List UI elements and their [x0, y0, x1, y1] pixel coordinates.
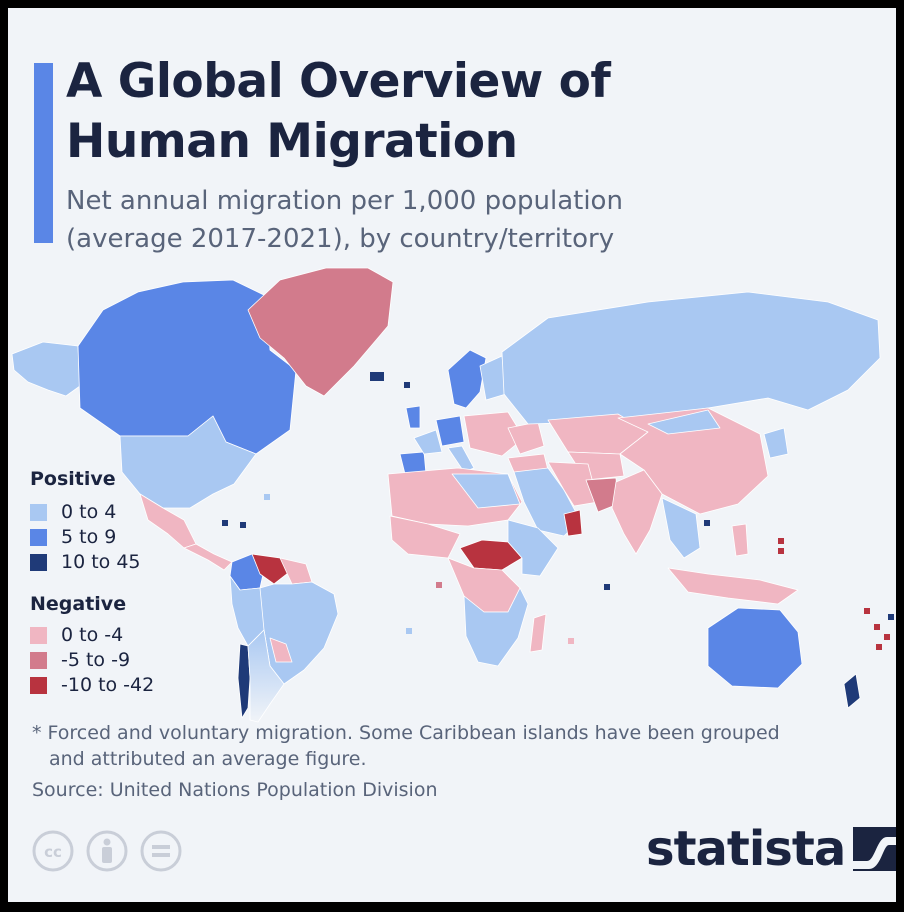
svg-text:cc: cc	[44, 843, 62, 861]
subtitle-line-2: (average 2017-2021), by country/territor…	[66, 224, 615, 254]
legend-swatch	[30, 503, 47, 521]
attribution-icon[interactable]	[86, 830, 128, 872]
region-iran	[547, 461, 599, 507]
island-markers	[222, 372, 894, 650]
region-mongolia	[647, 409, 721, 435]
chart-subtitle: Net annual migration per 1,000 populatio…	[66, 182, 623, 258]
subtitle-line-1: Net annual migration per 1,000 populatio…	[66, 186, 623, 216]
chart-title: A Global Overview of Human Migration	[66, 52, 611, 172]
region-eastern-europe	[463, 411, 525, 457]
region-alaska	[11, 341, 81, 397]
footnote-line-1: * Forced and voluntary migration. Some C…	[32, 722, 780, 744]
region-indonesia	[667, 567, 799, 605]
region-france	[413, 429, 443, 455]
legend-heading-positive: Positive	[30, 468, 116, 490]
region-korea-japan	[763, 427, 789, 459]
no-derivatives-icon[interactable]	[140, 830, 182, 872]
region-india	[611, 469, 663, 555]
region-greenland	[247, 267, 394, 397]
title-line-1: A Global Overview of	[66, 54, 611, 109]
legend-label: 0 to -4	[61, 624, 124, 646]
legend-heading-negative: Negative	[30, 593, 127, 615]
legend-item-negative-high: -10 to -42	[30, 674, 155, 696]
island-marker	[406, 628, 412, 634]
region-scandinavia	[447, 349, 487, 409]
legend-item-positive-low: 0 to 4	[30, 501, 117, 523]
region-oman	[563, 509, 583, 537]
statista-mark-icon	[853, 827, 896, 871]
island-marker	[864, 608, 870, 614]
region-libya-egypt	[451, 473, 521, 509]
region-russia	[501, 291, 881, 425]
infographic-card: A Global Overview of Human Migration Net…	[8, 8, 896, 902]
island-marker	[264, 494, 270, 500]
island-marker	[404, 382, 410, 388]
legend-label: -5 to -9	[61, 649, 131, 671]
title-line-2: Human Migration	[66, 114, 518, 169]
legend-item-positive-high: 10 to 45	[30, 551, 141, 573]
region-uk	[405, 405, 421, 429]
island-marker	[568, 638, 574, 644]
region-east-africa	[507, 519, 559, 577]
region-ukraine	[507, 421, 545, 455]
island-marker	[876, 644, 882, 650]
legend-swatch	[30, 528, 47, 546]
region-southern-africa	[463, 587, 529, 667]
legend-item-negative-mid: -5 to -9	[30, 649, 131, 671]
footnote: * Forced and voluntary migration. Some C…	[32, 720, 872, 772]
source-note: Source: United Nations Population Divisi…	[32, 779, 438, 801]
legend-swatch	[30, 626, 47, 644]
region-philippines	[731, 523, 749, 557]
brand-wordmark: statista	[646, 821, 846, 877]
island-marker	[778, 538, 784, 544]
creative-commons-icon[interactable]: cc	[32, 830, 74, 872]
region-australia	[707, 607, 803, 689]
legend-swatch	[30, 651, 47, 669]
legend-swatch	[30, 553, 47, 571]
footnote-line-2: and attributed an average figure.	[49, 748, 367, 770]
legend-label: 0 to 4	[61, 501, 117, 523]
world-migration-map	[11, 267, 894, 723]
legend-label: 10 to 45	[61, 551, 141, 573]
legend-label: 5 to 9	[61, 526, 117, 548]
legend-label: -10 to -42	[61, 674, 155, 696]
island-marker	[704, 520, 710, 526]
island-marker	[222, 520, 228, 526]
legend-item-positive-mid: 5 to 9	[30, 526, 117, 548]
region-china	[617, 407, 769, 515]
region-argentina	[247, 629, 285, 723]
region-usa	[119, 415, 257, 509]
statista-logo[interactable]: statista	[646, 821, 896, 877]
region-new-zealand	[843, 673, 861, 709]
island-marker	[370, 372, 384, 381]
island-marker	[240, 522, 246, 528]
region-central-america	[183, 543, 233, 571]
region-southeast-asia	[661, 497, 701, 559]
region-germany-benelux	[435, 415, 465, 447]
island-marker	[604, 584, 610, 590]
legend-item-negative-low: 0 to -4	[30, 624, 124, 646]
region-italy	[447, 445, 475, 473]
island-marker	[874, 624, 880, 630]
region-paraguay	[269, 637, 293, 663]
island-marker	[778, 548, 784, 554]
legend-swatch	[30, 676, 47, 694]
island-marker	[436, 582, 442, 588]
island-marker	[884, 634, 890, 640]
title-accent-bar	[34, 63, 53, 243]
region-madagascar	[529, 613, 547, 653]
island-marker	[888, 614, 894, 620]
